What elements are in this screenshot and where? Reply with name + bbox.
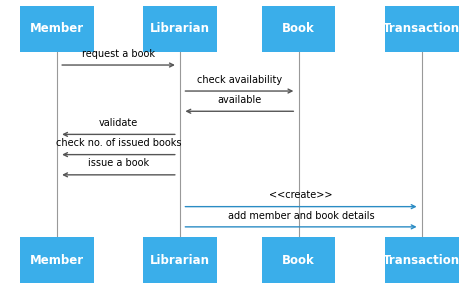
FancyBboxPatch shape — [385, 237, 459, 283]
Text: Transaction: Transaction — [383, 23, 460, 35]
Text: request a book: request a book — [82, 49, 155, 59]
Text: issue a book: issue a book — [88, 158, 149, 168]
Text: Librarian: Librarian — [150, 254, 210, 266]
Text: Transaction: Transaction — [383, 254, 460, 266]
FancyBboxPatch shape — [262, 237, 336, 283]
FancyBboxPatch shape — [262, 6, 336, 52]
FancyBboxPatch shape — [143, 237, 217, 283]
Text: check availability: check availability — [197, 75, 282, 85]
FancyBboxPatch shape — [143, 6, 217, 52]
FancyBboxPatch shape — [20, 237, 94, 283]
Text: check no. of issued books: check no. of issued books — [56, 138, 181, 148]
Text: available: available — [217, 95, 262, 105]
Text: Book: Book — [282, 254, 315, 266]
Text: Member: Member — [30, 254, 84, 266]
Text: Book: Book — [282, 23, 315, 35]
FancyBboxPatch shape — [20, 6, 94, 52]
FancyBboxPatch shape — [385, 6, 459, 52]
Text: validate: validate — [99, 118, 138, 128]
Text: Librarian: Librarian — [150, 23, 210, 35]
Text: <<create>>: <<create>> — [269, 190, 333, 200]
Text: add member and book details: add member and book details — [228, 210, 374, 221]
Text: Member: Member — [30, 23, 84, 35]
